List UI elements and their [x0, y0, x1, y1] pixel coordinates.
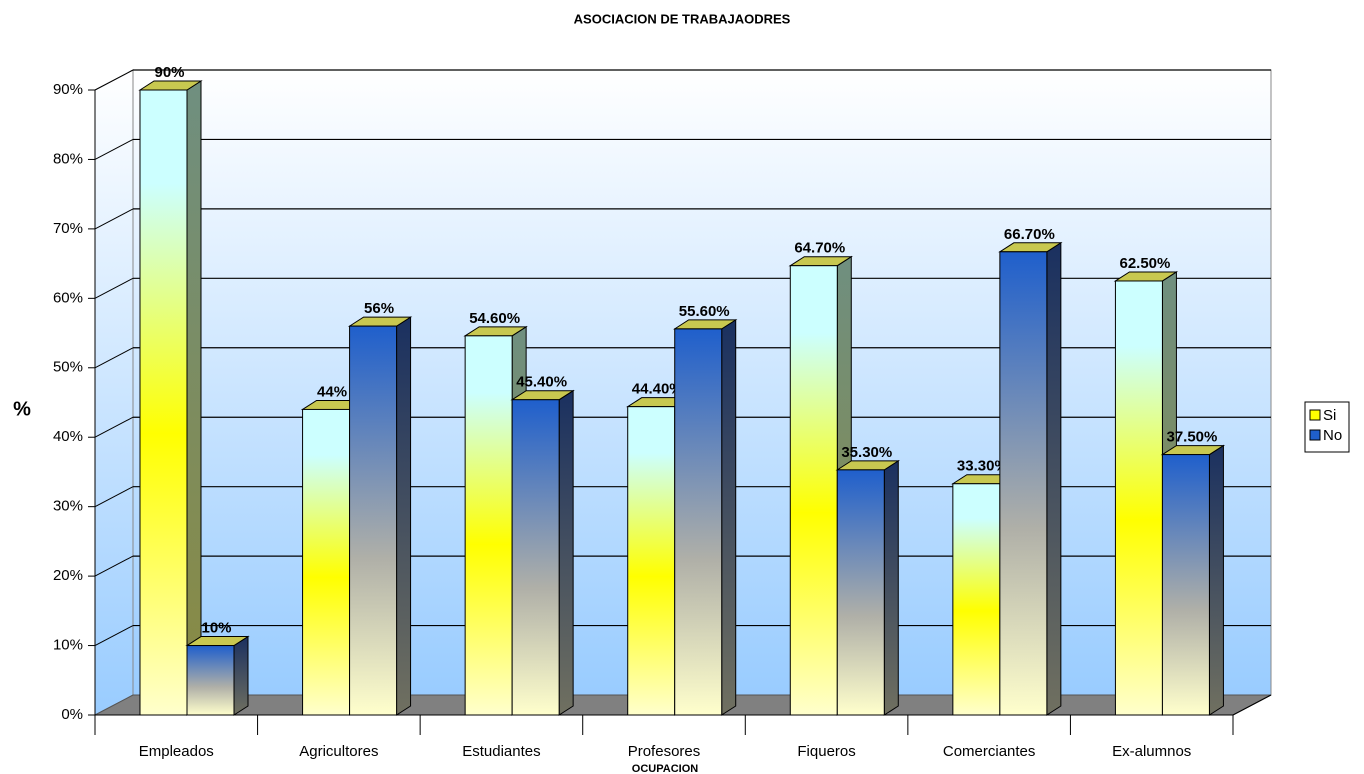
y-tick-label: 10%	[53, 637, 83, 654]
grid-line-side	[94, 416, 134, 438]
value-label: 55.60%	[679, 303, 730, 320]
value-label: 35.30%	[841, 444, 892, 461]
bar	[674, 328, 723, 716]
bar	[836, 469, 885, 716]
bar	[1114, 280, 1163, 716]
value-label: 45.40%	[516, 374, 567, 391]
value-label: 37.50%	[1166, 429, 1217, 446]
value-label: 44%	[317, 383, 347, 400]
value-label: 44.40%	[632, 381, 683, 398]
x-tick-label: Fiqueros	[797, 743, 855, 760]
grid-line-side	[94, 555, 134, 577]
left-wall	[94, 69, 134, 716]
bar	[511, 399, 560, 716]
bar-side	[1208, 444, 1224, 716]
x-tick-label: Profesores	[628, 743, 701, 760]
bar-side	[396, 316, 412, 716]
legend-label: No	[1323, 427, 1342, 444]
bar	[464, 335, 513, 716]
grid-line-side	[94, 139, 134, 160]
y-tick-label: 70%	[53, 220, 83, 237]
y-tick-label: 0%	[61, 706, 83, 723]
value-label: 54.60%	[469, 310, 520, 327]
bar	[789, 265, 838, 716]
y-tick-label: 80%	[53, 150, 83, 167]
bar-side	[558, 389, 574, 716]
legend-swatch	[1309, 409, 1321, 421]
value-label: 56%	[364, 300, 394, 317]
x-tick-label: Comerciantes	[943, 743, 1036, 760]
bar	[1161, 454, 1210, 716]
grid-line-side	[94, 277, 134, 299]
bar-side	[721, 318, 737, 716]
grid-line-side	[94, 69, 134, 91]
bar	[302, 408, 351, 716]
floor-edge	[1232, 694, 1272, 716]
legend-label: Si	[1323, 407, 1336, 424]
x-tick-label: Estudiantes	[462, 743, 540, 760]
value-label: 10%	[201, 620, 231, 637]
bar	[627, 406, 676, 716]
y-axis-label: %	[13, 398, 31, 420]
grid-line-side	[94, 347, 134, 369]
y-tick-label: 20%	[53, 567, 83, 584]
bar	[186, 645, 235, 716]
y-tick-label: 50%	[53, 359, 83, 376]
y-tick-label: 40%	[53, 428, 83, 445]
value-label: 66.70%	[1004, 226, 1055, 243]
x-axis-label: OCUPACION	[632, 763, 698, 774]
y-tick-label: 90%	[53, 81, 83, 98]
bar-side	[186, 80, 202, 716]
bar-side	[883, 459, 899, 716]
y-tick-label: 30%	[53, 498, 83, 515]
y-tick-label: 60%	[53, 289, 83, 306]
x-tick-label: Empleados	[139, 743, 214, 760]
bar	[349, 325, 398, 716]
value-label: 64.70%	[794, 240, 845, 257]
bar	[999, 251, 1048, 716]
bar	[139, 89, 188, 716]
bar-side	[233, 635, 249, 716]
grid-line-side	[94, 208, 134, 230]
value-label: 33.30%	[957, 458, 1008, 475]
value-label: 90%	[154, 64, 184, 81]
x-tick-label: Agricultores	[299, 743, 378, 760]
value-label: 62.50%	[1119, 255, 1170, 272]
bar	[952, 483, 1001, 716]
grid-line-side	[94, 625, 134, 646]
x-tick-label: Ex-alumnos	[1112, 743, 1191, 760]
chart-title: ASOCIACION DE TRABAJAODRES	[574, 11, 791, 26]
bar-side	[1046, 241, 1062, 716]
legend-swatch	[1309, 429, 1321, 441]
grid-line-side	[94, 486, 134, 508]
